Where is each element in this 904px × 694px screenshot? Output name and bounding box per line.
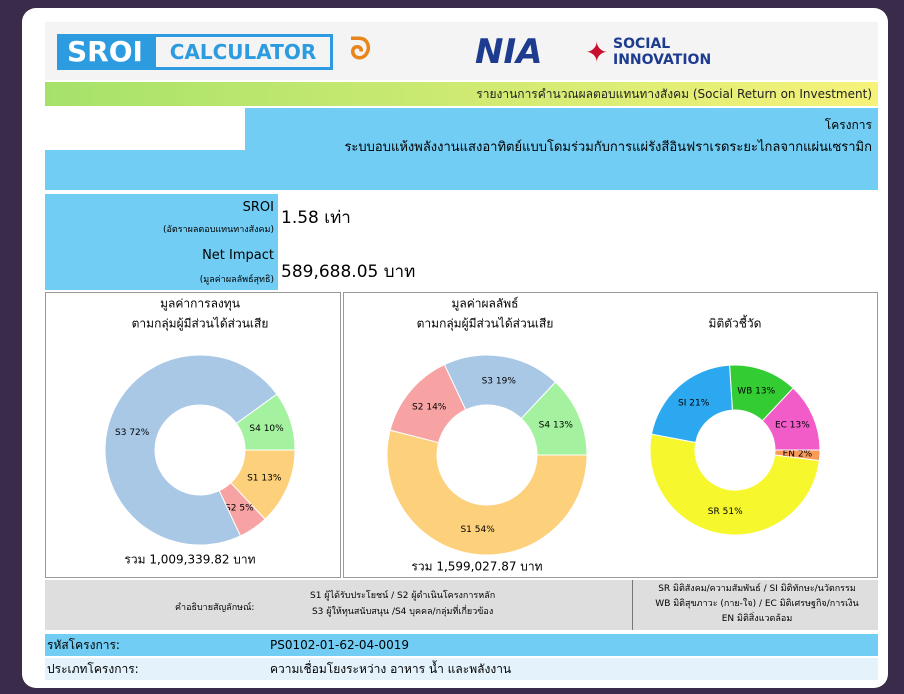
legend-label: คำอธิบายสัญลักษณ์: [175,603,255,613]
legend-line: EN มิติสิ่งแวดล้อม [721,614,793,624]
slice-label: S4 13% [539,421,574,431]
type-value: ความเชื่อมโยงระหว่าง อาหาร น้ำ และพลังงา… [270,662,512,676]
legend-line: WB มิติสุขภาวะ (กาย-ใจ) / EC มิติเศรษฐกิ… [655,599,859,609]
chart-title: มูลค่าผลลัพธ์ [451,297,518,312]
sroi-value: 1.58 เท่า [281,208,351,228]
project-name: ระบบอบแห้งพลังงานแสงอาทิตย์แบบโดมร่วมกับ… [344,140,872,155]
logo-icon: ᘐ [350,32,372,67]
legend-line: S1 ผู้ได้รับประโยชน์ / S2 ผู้ดำเนินโครงก… [310,591,496,601]
chart-subtitle: ตามกลุ่มผู้มีส่วนได้ส่วนเสีย [132,317,269,332]
slice-label: SR 51% [708,507,743,517]
type-label: ประเภทโครงการ: [47,662,139,676]
chart-total: รวม 1,599,027.87 บาท [411,560,542,574]
project-block: โครงการ ระบบอบแห้งพลังงานแสงอาทิตย์แบบโด… [45,108,878,190]
slice-label: S4 10% [249,424,284,434]
slice-label: S2 14% [412,403,447,413]
code-row: รหัสโครงการ: PS0102-01-62-04-0019 [45,634,878,656]
slice-label: EC 13% [775,421,810,431]
logo-text: INNOVATION [613,52,712,68]
code-label: รหัสโครงการ: [47,638,120,652]
header: SROI CALCULATOR ᘐ NIA ✦ SOCIAL INNOVATION [45,22,878,80]
logo-calculator: CALCULATOR [153,34,333,70]
chart-total: รวม 1,009,339.82 บาท [124,553,255,567]
slice-label: S3 19% [482,376,517,386]
charts: มูลค่าการลงทุนตามกลุ่มผู้มีส่วนได้ส่วนเส… [104,297,821,574]
divider [632,580,633,630]
sroi-label: SROI [242,200,274,215]
legend: คำอธิบายสัญลักษณ์: S1 ผู้ได้รับประโยชน์ … [45,580,878,630]
slice [649,433,820,536]
slice-label: SI 21% [678,399,710,409]
chart-title: มิติตัวชี้วัด [709,315,762,331]
legend-left: S1 ผู้ได้รับประโยชน์ / S2 ผู้ดำเนินโครงก… [310,588,495,620]
slice [104,354,278,546]
net-value: 589,688.05 บาท [281,262,416,282]
slice-label: WB 13% [737,387,775,397]
logo-text: SOCIAL [613,36,671,52]
sroi-sublabel: (อัตราผลตอบแทนทางสังคม) [162,225,274,235]
report-title: รายงานการคำนวณผลตอบแทนทางสังคม (Social R… [45,82,878,106]
slice-label: EN 2% [783,449,813,459]
slice-label: S2 5% [225,503,254,513]
slice-label: S1 54% [460,525,495,535]
panel [45,292,341,578]
project-label: โครงการ [824,118,872,132]
legend-line: S3 ผู้ให้ทุนสนับสนุน /S4 บุคคล/กลุ่มที่เ… [311,607,494,617]
net-sublabel: (มูลค่าผลลัพธ์สุทธิ) [199,275,274,285]
slice [235,393,296,451]
legend-line: SR มิติสังคม/ความสัมพันธ์ / SI มิติทักษะ… [658,584,856,594]
slice-label: S1 13% [247,473,282,483]
slice [520,381,588,456]
code-value: PS0102-01-62-04-0019 [270,638,410,652]
logo-nia: NIA [475,32,543,72]
slice-label: S3 72% [115,428,150,438]
logo-sroi: SROI [57,34,153,70]
net-label: Net Impact [202,248,274,263]
logo-social: SOCIAL INNOVATION [613,36,711,68]
metric-labels: SROI (อัตราผลตอบแทนทางสังคม) Net Impact … [45,194,278,290]
logo-star: ✦ [585,36,609,69]
blank [45,108,245,150]
chart-subtitle: ตามกลุ่มผู้มีส่วนได้ส่วนเสีย [417,317,554,332]
chart-title: มูลค่าการลงทุน [160,297,240,312]
slice [761,387,821,451]
panel [343,292,878,578]
legend-right: SR มิติสังคม/ความสัมพันธ์ / SI มิติทักษะ… [637,582,877,627]
slice [386,429,588,556]
type-row: ประเภทโครงการ: ความเชื่อมโยงระหว่าง อาหา… [45,658,878,680]
